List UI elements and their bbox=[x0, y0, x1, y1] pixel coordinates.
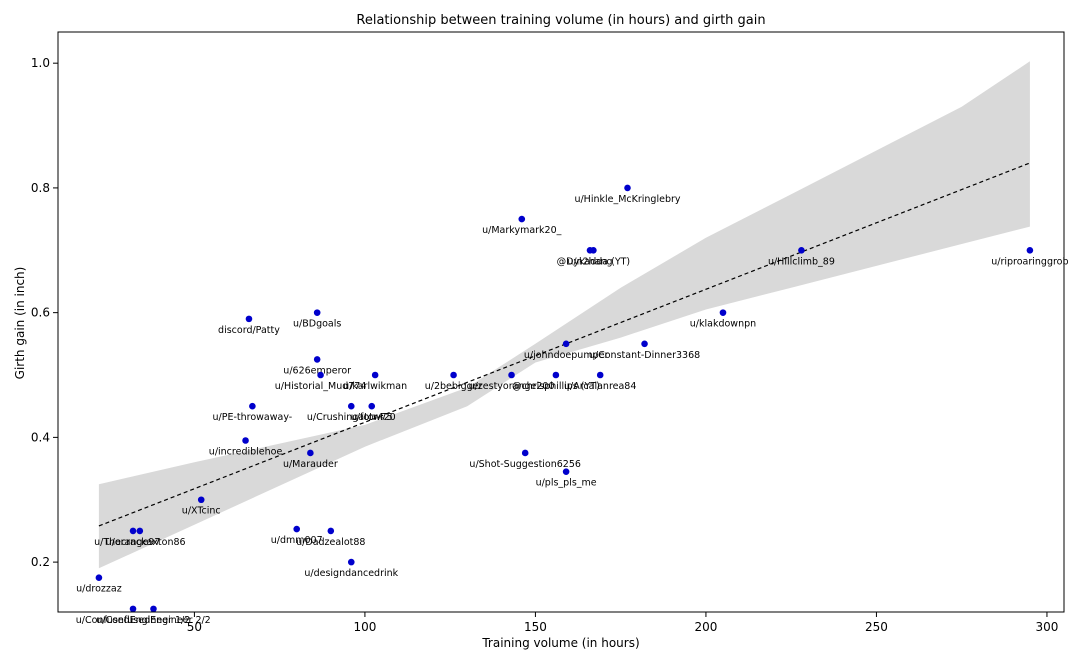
plot-area: u/Hinkle_McKringlebry u/Markymark20_ u/n2h… bbox=[31, 31, 1069, 634]
point-label: u/dmm007 bbox=[271, 535, 323, 546]
point-label: u/Markymark20_ bbox=[482, 225, 562, 236]
point-label: u/BDgoals bbox=[293, 319, 341, 330]
data-point bbox=[641, 340, 648, 348]
data-point bbox=[562, 340, 570, 348]
point-label: u/pls_pls_me bbox=[536, 478, 597, 489]
y-tick-label: 0.8 bbox=[31, 181, 50, 195]
data-point bbox=[129, 605, 137, 613]
point-label: u/riproaringgrob bbox=[991, 256, 1068, 267]
data-point bbox=[596, 371, 604, 379]
data-point bbox=[518, 215, 526, 223]
x-tick-label: 250 bbox=[865, 620, 888, 634]
data-point bbox=[371, 371, 379, 379]
point-label: u/PE-throwaway- bbox=[213, 412, 293, 423]
x-axis-label: Training volume (in hours) bbox=[481, 636, 639, 650]
data-point bbox=[245, 315, 253, 323]
x-tick-label: 200 bbox=[694, 620, 717, 634]
y-tick-label: 0.4 bbox=[31, 430, 50, 444]
data-point bbox=[150, 605, 157, 613]
point-label: u/ConfusedEngineer 2/2 bbox=[96, 615, 211, 626]
point-label: u/orange97 bbox=[106, 537, 161, 548]
point-label: u/Dadzealot88 bbox=[296, 537, 365, 548]
point-label: u/zestyorange200 bbox=[469, 381, 555, 392]
data-point bbox=[327, 527, 335, 535]
point-label: u/incrediblehoe bbox=[209, 446, 283, 457]
confidence-band bbox=[98, 61, 1030, 569]
data-point bbox=[1026, 246, 1034, 254]
y-tick-label: 0.2 bbox=[31, 555, 50, 569]
point-label: u/Historial_Mud774 bbox=[275, 381, 367, 392]
data-point bbox=[307, 449, 314, 457]
data-point bbox=[450, 371, 457, 379]
data-point bbox=[197, 496, 205, 504]
point-label: u/designdancedrink bbox=[304, 568, 398, 579]
y-axis-label: Girth gain (in inch) bbox=[13, 267, 27, 380]
point-label: u/Shot-Suggestion6256 bbox=[469, 459, 581, 470]
y-tick-label: 1.0 bbox=[31, 56, 50, 70]
point-label: u/Hinkle_McKringlebry bbox=[574, 194, 680, 205]
point-label: @Dykadda (YT) bbox=[557, 256, 631, 267]
data-point bbox=[313, 356, 321, 363]
point-label: u/Constant-Dinner3368 bbox=[589, 350, 700, 361]
data-point bbox=[368, 402, 376, 410]
data-point bbox=[95, 574, 103, 581]
y-tick-label: 0.6 bbox=[31, 306, 50, 320]
point-label: u/XTcinc bbox=[182, 506, 221, 517]
data-point bbox=[798, 246, 805, 254]
point-label: u/johndoepumper bbox=[524, 350, 609, 361]
x-tick-label: 50 bbox=[187, 620, 202, 634]
data-point bbox=[719, 309, 727, 316]
point-label: u/fotw75 bbox=[351, 412, 393, 423]
data-point bbox=[136, 527, 144, 535]
data-point bbox=[129, 527, 137, 535]
point-label: @chrisphillips (YT) bbox=[512, 381, 600, 392]
point-label: u/klakdownpn bbox=[690, 319, 756, 330]
x-tick-label: 300 bbox=[1035, 620, 1058, 634]
data-point bbox=[313, 309, 321, 316]
point-label: u/n2hang bbox=[567, 256, 612, 267]
chart-title: Relationship between training volume (in… bbox=[356, 13, 765, 28]
data-point bbox=[347, 558, 355, 566]
x-tick-label: 150 bbox=[524, 620, 547, 634]
data-point bbox=[552, 371, 560, 379]
data-point bbox=[521, 449, 529, 457]
point-label: u/Hillclimb_89 bbox=[768, 256, 835, 267]
point-label: u/626emperor bbox=[283, 365, 351, 376]
data-point bbox=[347, 402, 355, 410]
data-point bbox=[293, 525, 301, 533]
x-tick-label: 100 bbox=[353, 620, 376, 634]
point-label: discord/Patty bbox=[218, 325, 280, 336]
data-point bbox=[590, 246, 597, 254]
point-label: u/2bebigger bbox=[425, 381, 483, 392]
point-label: u/ConfusedEngineer 1/2 bbox=[76, 615, 191, 626]
data-point bbox=[562, 468, 570, 475]
point-label: u/Crushingator420 bbox=[307, 412, 396, 423]
point-label: u/karlwikman bbox=[343, 381, 407, 392]
data-point bbox=[317, 371, 324, 379]
point-label: u/Arcalanrea84 bbox=[564, 381, 636, 392]
point-label: u/drozzaz bbox=[76, 584, 122, 595]
data-point bbox=[242, 437, 249, 444]
point-label: u/Marauder bbox=[283, 459, 338, 470]
point-label: u/Thecrackaxton86 bbox=[94, 537, 186, 548]
data-point bbox=[624, 184, 631, 192]
plot-frame bbox=[57, 31, 1065, 613]
data-point bbox=[249, 402, 256, 410]
data-point bbox=[508, 371, 515, 379]
